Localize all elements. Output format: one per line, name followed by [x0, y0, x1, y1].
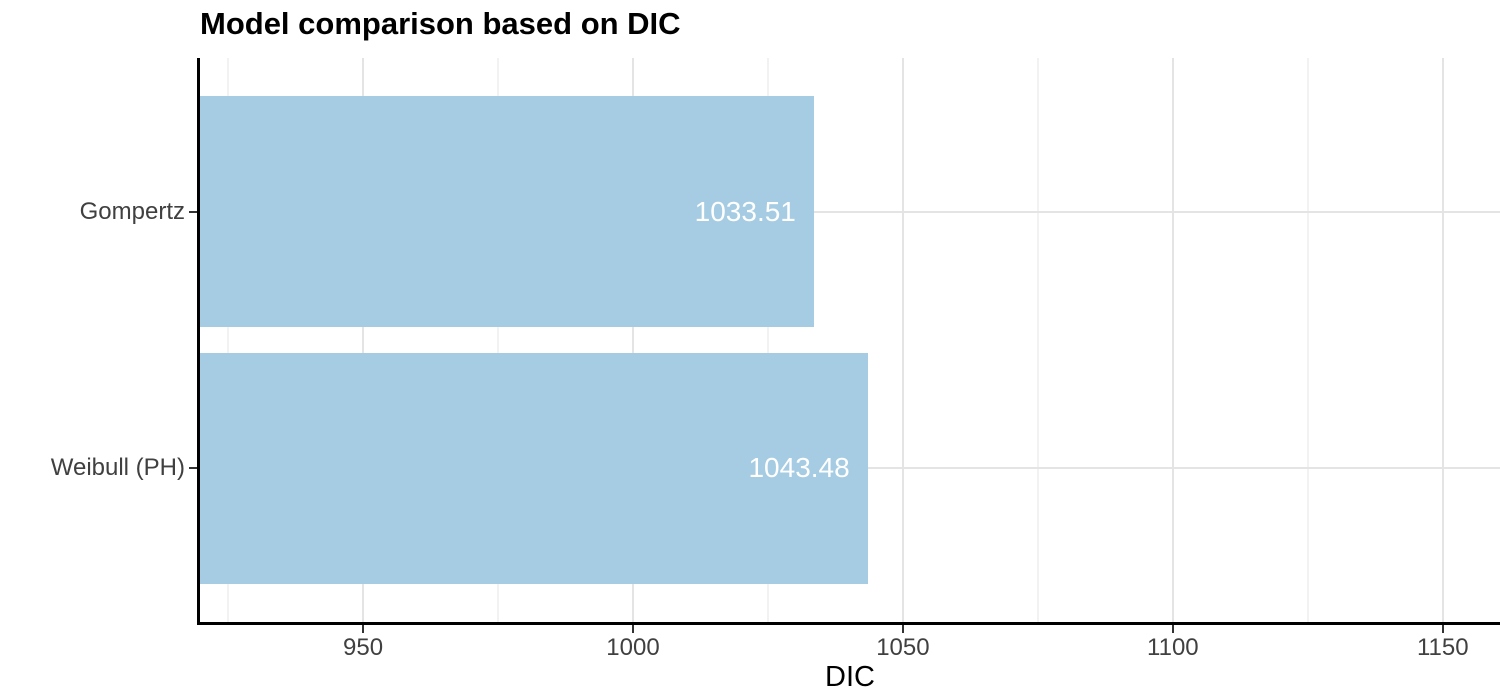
plot-panel: 1033.51 1043.48	[197, 58, 1500, 625]
x-minor-gridline	[766, 58, 769, 622]
x-axis-tick	[362, 625, 365, 633]
bar-value-label: 1043.48	[748, 452, 850, 484]
x-axis-tick	[1171, 625, 1174, 633]
x-minor-gridline	[227, 58, 230, 622]
y-axis-tick	[189, 467, 197, 470]
x-axis-tick-label: 1000	[606, 634, 660, 661]
x-axis-tick-label: 1050	[876, 634, 930, 661]
y-axis-label: Gompertz	[79, 197, 185, 225]
y-axis-label: Weibull (PH)	[50, 454, 185, 482]
y-axis-tick	[189, 210, 197, 213]
y-major-gridline	[200, 210, 1500, 213]
x-axis-title: DIC	[825, 661, 875, 693]
x-minor-gridline	[1306, 58, 1309, 622]
chart-title: Model comparison based on DIC	[200, 6, 681, 41]
x-major-gridline	[901, 58, 904, 622]
x-axis-tick-label: 950	[343, 634, 384, 661]
bars-layer: 1033.51 1043.48	[200, 58, 1500, 622]
x-axis-tick	[1441, 625, 1444, 633]
x-axis-tick	[901, 625, 904, 633]
x-axis-tick-label: 1150	[1416, 634, 1469, 661]
bar: 1043.48	[200, 352, 868, 584]
bar-value-label: 1033.51	[694, 195, 796, 227]
bar: 1033.51	[200, 96, 814, 328]
x-major-gridline	[1171, 58, 1174, 622]
x-major-gridline	[1441, 58, 1444, 622]
x-major-gridline	[362, 58, 365, 622]
x-axis-tick-label: 1100	[1147, 634, 1199, 661]
x-axis-tick	[631, 625, 634, 633]
x-minor-gridline	[1036, 58, 1039, 622]
x-major-gridline	[631, 58, 634, 622]
x-minor-gridline	[497, 58, 499, 622]
